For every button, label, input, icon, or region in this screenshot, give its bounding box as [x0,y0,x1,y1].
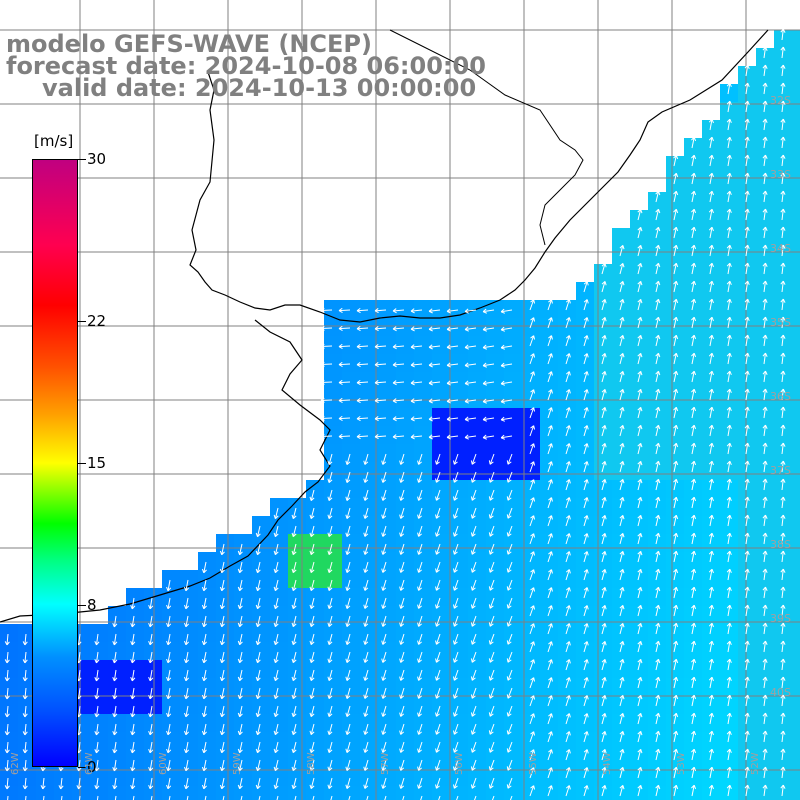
colorbar-tick-mark [78,321,86,323]
lat-label: 33S [770,168,791,181]
lat-label: 40S [770,686,791,699]
lat-label: 35S [770,316,791,329]
lon-label: 60W [158,752,169,775]
lon-label: 52W [750,752,761,775]
colorbar-unit: [m/s] [34,132,74,150]
lon-label: 53W [676,752,687,775]
lon-label: 62W [10,752,21,775]
forecast-date: forecast date: 2024-10-08 06:00:00 [6,52,486,80]
lon-label: 57W [380,752,391,775]
wind-direction-arrows [4,28,786,800]
colorbar-tick-label: 0 [87,758,97,776]
lat-label: 34S [770,242,791,255]
colorbar-tick-mark [78,767,86,768]
colorbar-tick-label: 15 [87,454,107,472]
lon-label: 54W [602,752,613,775]
lon-label: 58W [306,752,317,775]
colorbar-tick-mark [78,159,86,160]
model-title: modelo GEFS-WAVE (NCEP) [6,30,372,58]
lat-label: 32S [770,94,791,107]
colorbar-tick-label: 30 [87,150,107,168]
colorbar [32,159,78,767]
lat-label: 37S [770,464,791,477]
lat-label: 38S [770,538,791,551]
lat-label: 39S [770,612,791,625]
lon-label: 61W [84,752,95,775]
lon-label: 56W [454,752,465,775]
wind-speed-field [0,30,800,800]
colorbar-tick-label: 8 [87,595,97,614]
colorbar-tick-mark [78,463,86,464]
lon-label: 55W [528,752,539,775]
valid-date: valid date: 2024-10-13 00:00:00 [42,74,477,102]
coastline [0,29,769,623]
lat-label: 36S [770,390,791,403]
colorbar-tick-label: 22 [87,312,107,331]
lon-label: 59W [232,752,243,775]
colorbar-tick-mark [78,604,86,606]
